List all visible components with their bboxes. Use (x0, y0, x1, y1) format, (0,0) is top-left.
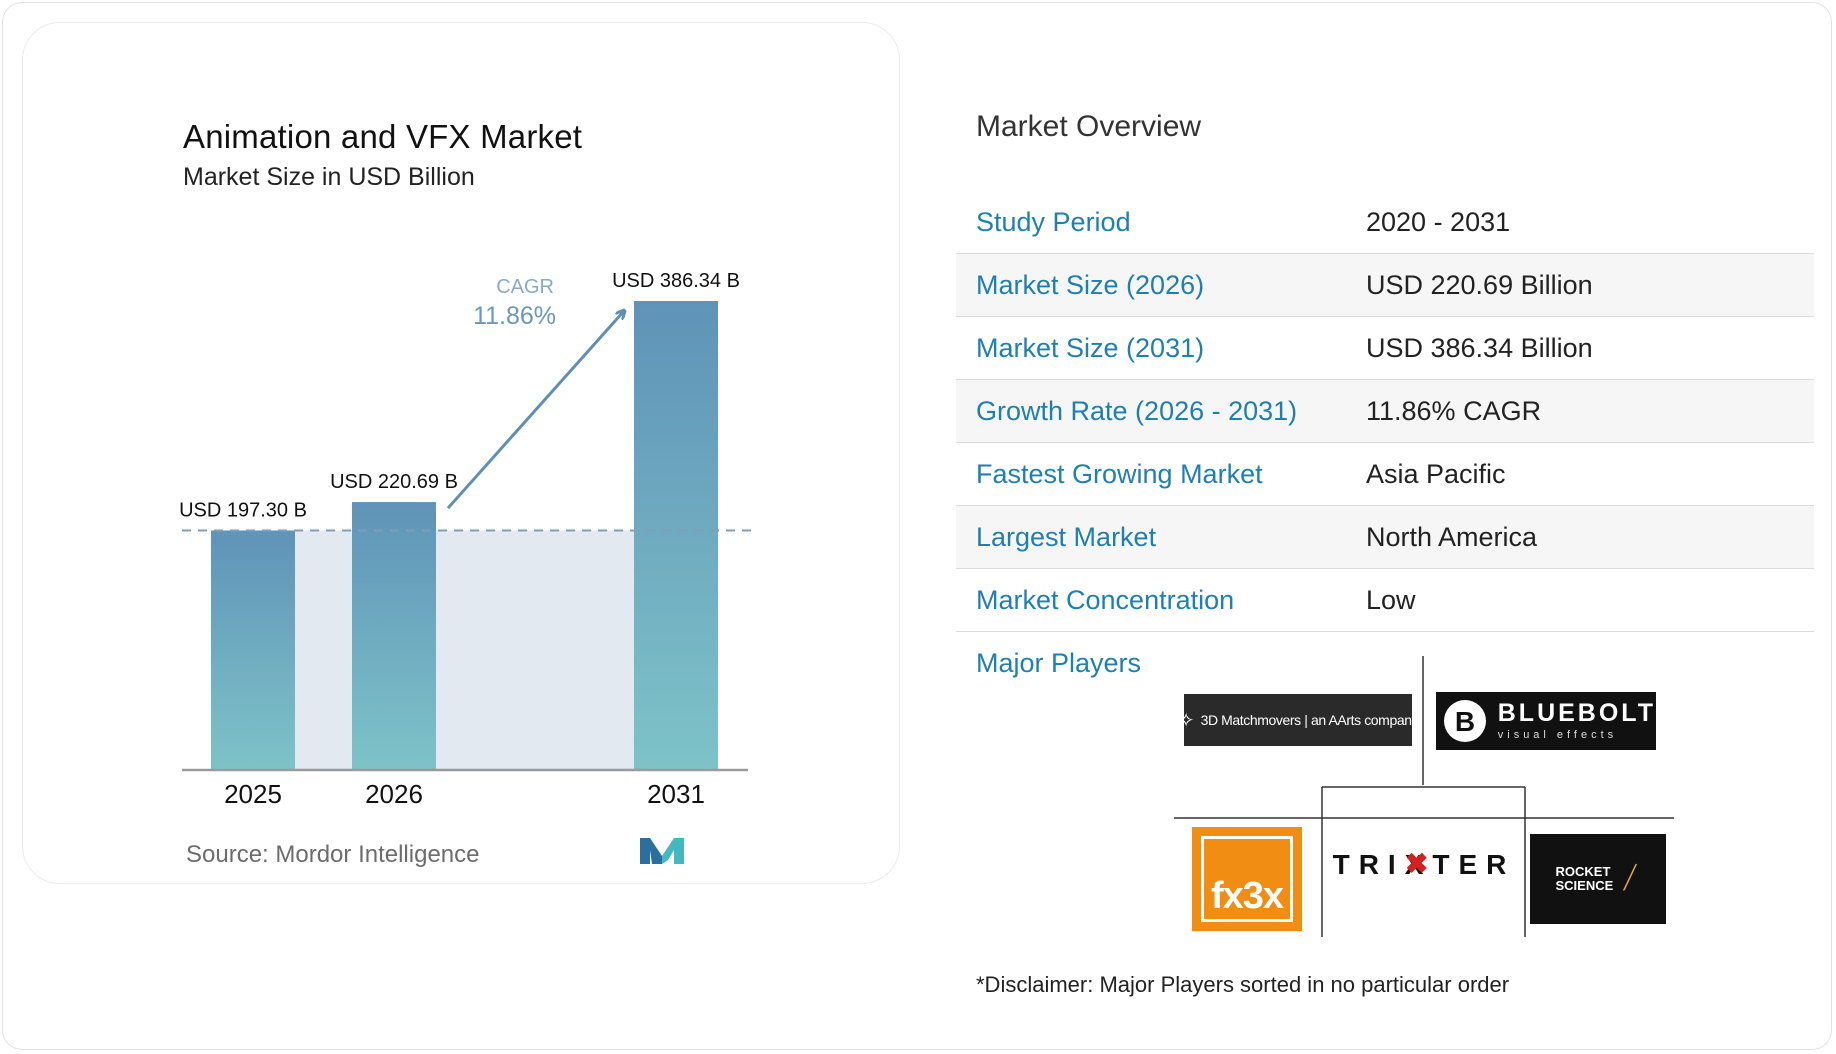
logo-fx3x: fx3x (1192, 827, 1302, 931)
cagr-value: 11.86% (473, 302, 556, 330)
bar-chart: USD 197.30 B 2025 USD 220.69 B 2026 USD 386.… (179, 270, 752, 809)
logo-trixter: TRIXTER (1326, 845, 1522, 885)
overview-row-largest-market: Largest Market North America (956, 506, 1814, 569)
bluebolt-name: BLUEBOLT (1497, 699, 1656, 727)
overview-row-market-size-2031: Market Size (2031) USD 386.34 Billion (956, 317, 1814, 380)
chart-subtitle: Market Size in USD Billion (183, 163, 475, 191)
major-players-label: Major Players (976, 648, 1142, 678)
bar-2026 (352, 502, 436, 770)
overview-table: Study Period 2020 - 2031 Market Size (20… (956, 191, 1814, 632)
row-value: 2020 - 2031 (1366, 207, 1511, 237)
bar-2031 (634, 301, 718, 770)
fx3x-text: fx3x (1210, 875, 1284, 917)
row-label: Market Size (2026) (976, 270, 1205, 300)
trixter-x-mark: ✖ (1405, 848, 1429, 879)
row-label: Fastest Growing Market (976, 459, 1263, 489)
data-label-2026: USD 220.69 B (330, 471, 458, 493)
cagr-label: CAGR (496, 276, 554, 298)
row-value: Low (1366, 585, 1416, 615)
data-label-2025: USD 197.30 B (179, 499, 307, 521)
svg-text:B: B (1455, 706, 1475, 737)
row-value: North America (1366, 522, 1538, 552)
bar-2025 (211, 530, 295, 770)
data-label-2031: USD 386.34 B (612, 270, 740, 292)
row-label: Study Period (976, 207, 1131, 237)
x-tick-label-2026: 2026 (365, 779, 423, 809)
overview-row-market-size-2026: Market Size (2026) USD 220.69 Billion (956, 254, 1814, 317)
overview-row-study-period: Study Period 2020 - 2031 (956, 191, 1814, 254)
row-label: Market Concentration (976, 585, 1235, 615)
x-tick-label-2031: 2031 (647, 779, 705, 809)
cagr-arrow (446, 311, 624, 510)
matchmovers-icon: ✧ (1177, 709, 1195, 732)
mordor-intelligence-logo (640, 838, 684, 864)
logo-rocket-science: ROCKET SCIENCE ⟋ (1530, 834, 1666, 924)
rocket-science-text: ROCKET SCIENCE (1555, 864, 1614, 893)
overview-row-growth-rate: Growth Rate (2026 - 2031) 11.86% CAGR (956, 380, 1814, 443)
overview-row-fastest-growing: Fastest Growing Market Asia Pacific (956, 443, 1814, 506)
matchmovers-text: 3D Matchmovers | an AArts company (1200, 712, 1419, 728)
row-label: Market Size (2031) (976, 333, 1205, 363)
row-value: USD 386.34 Billion (1366, 333, 1593, 363)
chart-title: Animation and VFX Market (183, 118, 583, 155)
bluebolt-b-icon: B (1444, 700, 1486, 742)
overview-row-concentration: Market Concentration Low (956, 569, 1814, 632)
disclaimer-text: *Disclaimer: Major Players sorted in no … (976, 972, 1510, 997)
row-label: Largest Market (976, 522, 1157, 552)
row-value: 11.86% CAGR (1366, 396, 1542, 426)
trixter-text: TRIXTER (1332, 849, 1516, 880)
row-value: USD 220.69 Billion (1366, 270, 1593, 300)
overview-title: Market Overview (976, 110, 1202, 143)
row-label: Growth Rate (2026 - 2031) (976, 396, 1298, 426)
row-value: Asia Pacific (1366, 459, 1506, 489)
source-text: Source: Mordor Intelligence (186, 841, 480, 868)
logo-3d-matchmovers: ✧ 3D Matchmovers | an AArts company (1178, 694, 1419, 746)
bluebolt-tagline: visual effects (1497, 729, 1618, 741)
x-tick-label-2025: 2025 (224, 779, 282, 809)
rocket-icon: ⟋ (1615, 859, 1645, 898)
logo-bluebolt: B BLUEBOLT visual effects (1436, 692, 1656, 750)
